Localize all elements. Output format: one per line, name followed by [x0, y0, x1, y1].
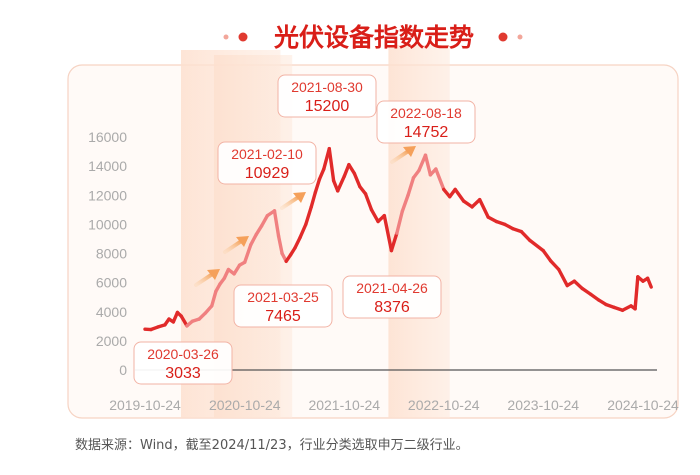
series-line-segment: [572, 279, 584, 291]
series-line-segment: [434, 167, 446, 192]
y-tick-label: 2000: [96, 333, 127, 349]
series-line-segment: [645, 276, 653, 289]
annotation-callout: 2020-03-26 3033: [133, 341, 233, 385]
series-line-segment: [336, 174, 346, 193]
series-line-segment: [293, 235, 302, 250]
series-line-segment: [327, 146, 336, 183]
x-tick-label: 2020-10-24: [209, 397, 281, 413]
series-line-segment: [210, 289, 218, 308]
trend-arrow-icon: [390, 146, 416, 164]
title-dot-right-inner: [498, 32, 508, 42]
y-tick-label: 8000: [96, 246, 127, 262]
trend-arrow-icon: [194, 269, 220, 287]
series-line-segment: [352, 171, 362, 189]
series-line-segment: [423, 153, 433, 177]
title-dot-left-outer: [223, 34, 229, 40]
series-line-segment: [179, 314, 189, 328]
series-line-segment: [313, 177, 322, 195]
source-note: 数据来源：Wind，截至2024/11/23，行业分类选取申万二级行业。: [75, 438, 469, 453]
series-line-segment: [528, 238, 545, 253]
callout-box: [277, 74, 377, 118]
callout-box: [342, 275, 442, 319]
series-line-segment: [541, 248, 553, 263]
callout-date: 2021-02-10: [231, 146, 303, 162]
annotation-callout: 2021-03-25 7465: [233, 284, 333, 328]
title-dot-left-inner: [238, 32, 248, 42]
chart-title-group: 光伏设备指数走势: [223, 23, 523, 52]
series-line-group: [143, 146, 653, 332]
series-line-segment: [259, 213, 270, 228]
title-dot-right-outer: [517, 34, 523, 40]
y-tick-label: 16000: [88, 129, 127, 145]
y-tick-labels: 0 2000 4000 6000 8000 10000 12000 14000 16000: [88, 129, 127, 378]
annotation-callout: 2021-04-26 8376: [342, 275, 442, 319]
callout-box: [376, 100, 476, 144]
y-tick-label: 14000: [88, 158, 127, 174]
callout-box: [133, 341, 233, 385]
callout-date: 2021-03-25: [247, 289, 319, 305]
series-line-segment: [389, 231, 399, 253]
trend-arrow-icon: [223, 236, 249, 254]
series-line-segment: [254, 224, 264, 237]
series-line-segment: [249, 232, 258, 247]
x-tick-label: 2019-10-24: [109, 397, 181, 413]
callout-value: 10929: [245, 165, 290, 182]
annotation-callout: 2022-08-18 14752: [376, 100, 476, 144]
callout-box: [233, 284, 333, 328]
callout-box: [217, 141, 317, 185]
series-line-segment: [461, 199, 474, 209]
series-line-segment: [276, 234, 284, 256]
callout-value: 3033: [165, 365, 201, 382]
series-line-segment: [347, 162, 357, 176]
x-tick-label: 2021-10-24: [308, 397, 380, 413]
y-tick-label: 6000: [96, 275, 127, 291]
callout-date: 2021-08-30: [291, 79, 363, 95]
callout-date: 2021-04-26: [356, 280, 428, 296]
series-line-segment: [317, 167, 326, 181]
series-line-segment: [382, 213, 394, 253]
callout-value: 7465: [265, 308, 301, 325]
series-line-segment: [478, 197, 490, 219]
y-tick-label: 12000: [88, 187, 127, 203]
series-line-segment: [243, 243, 253, 264]
y-tick-label: 10000: [88, 216, 127, 232]
annotation-callouts: 2020-03-26 3033 2021-02-10 10929 2021-03-25 7…: [133, 74, 476, 385]
series-line-segment: [548, 259, 561, 272]
callout-value: 14752: [404, 124, 449, 141]
series-line-segment: [298, 222, 308, 240]
annotation-callout: 2021-02-10 10929: [217, 141, 317, 185]
series-line-segment: [232, 263, 242, 276]
series-line-segment: [400, 193, 410, 213]
series-line-segment: [633, 275, 640, 311]
series-line-segment: [369, 208, 380, 224]
y-tick-label: 0: [119, 362, 127, 378]
series-line-segment: [519, 229, 532, 243]
series-line-segment: [395, 209, 405, 235]
x-tick-label: 2022-10-24: [408, 397, 480, 413]
x-tick-labels: 2019-10-24 2020-10-24 2021-10-24 2022-10-24…: [109, 397, 679, 413]
series-line-segment: [309, 190, 318, 209]
series-line-segment: [406, 176, 416, 197]
callout-value: 8376: [374, 299, 410, 316]
series-line-segment: [557, 267, 569, 288]
series-line-segment: [453, 187, 466, 203]
trend-arrows: [194, 146, 416, 287]
annotation-callout: 2021-08-30 15200: [277, 74, 377, 118]
y-tick-label: 4000: [96, 304, 127, 320]
x-tick-label: 2024-10-24: [607, 397, 679, 413]
chart-title: 光伏设备指数走势: [273, 23, 474, 52]
callout-date: 2020-03-26: [147, 346, 219, 362]
series-line-segment: [363, 192, 374, 212]
callout-value: 15200: [305, 98, 350, 115]
trend-arrow-icon: [280, 192, 306, 210]
series-line-segment: [304, 205, 313, 227]
callout-date: 2022-08-18: [390, 105, 462, 121]
x-tick-label: 2023-10-24: [507, 397, 579, 413]
series-line-segment: [580, 286, 593, 296]
series-line-segment: [272, 209, 281, 238]
